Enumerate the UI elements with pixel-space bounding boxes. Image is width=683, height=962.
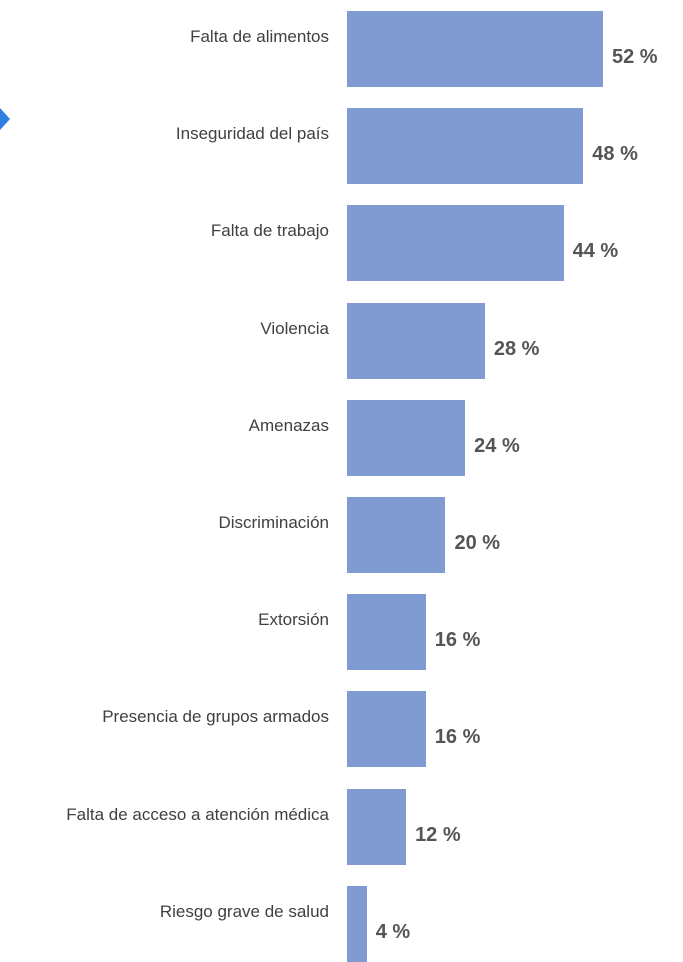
bar	[347, 594, 426, 671]
bar	[347, 11, 603, 87]
category-label: Presencia de grupos armados	[102, 707, 329, 727]
value-label: 52 %	[612, 46, 658, 68]
category-label: Amenazas	[248, 415, 329, 435]
bar	[347, 399, 466, 476]
category-label: Falta de trabajo	[210, 221, 329, 241]
bar	[347, 205, 564, 282]
value-label: 4 %	[375, 920, 411, 943]
value-label: 28 %	[493, 337, 540, 360]
value-label: 24 %	[474, 434, 520, 457]
value-label: 48 %	[592, 143, 638, 166]
bar	[347, 885, 367, 962]
value-label: 16 %	[434, 629, 481, 652]
category-label: Falta de alimentos	[190, 27, 329, 46]
category-label: Violencia	[260, 318, 329, 338]
bar	[347, 788, 407, 865]
value-label: 12 %	[415, 823, 461, 846]
category-label: Falta de acceso a atención médica	[66, 804, 329, 824]
bar	[347, 108, 584, 185]
category-label: Inseguridad del país	[175, 124, 329, 144]
value-label: 44 %	[572, 240, 619, 263]
bar	[347, 691, 426, 768]
value-label: 20 %	[454, 532, 501, 554]
category-label: Discriminación	[218, 513, 329, 532]
arrow-right-icon	[0, 108, 10, 130]
bar	[347, 302, 485, 379]
value-label: 16 %	[434, 726, 481, 749]
bar	[347, 497, 446, 573]
category-label: Riesgo grave de salud	[159, 901, 329, 921]
category-label: Extorsión	[258, 610, 329, 630]
